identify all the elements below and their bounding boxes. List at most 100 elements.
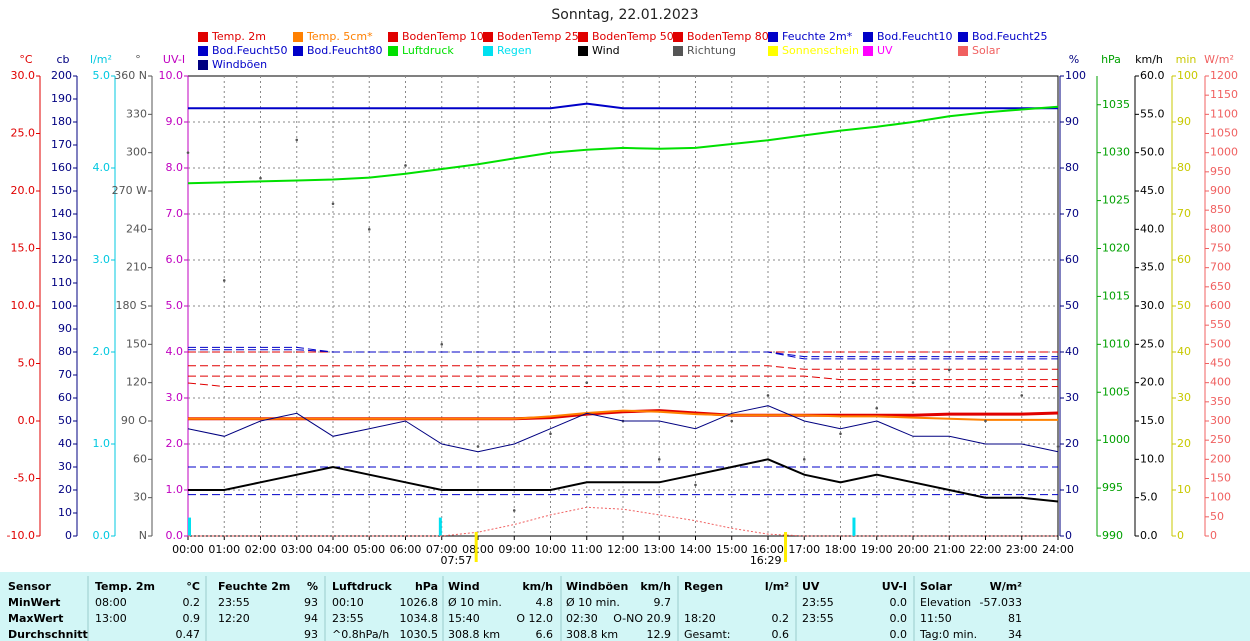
- legend-label: BodenTemp 80: [687, 30, 769, 43]
- x-tick-label: 15:00: [716, 543, 748, 556]
- y-tick-label: 180 S: [116, 299, 147, 312]
- table-header: Windböen: [566, 580, 628, 593]
- table-header: Sensor: [8, 580, 51, 593]
- y-tick-label: 55.0: [1140, 107, 1165, 120]
- y-tick-label: 2.0: [166, 437, 184, 450]
- series-line: [187, 405, 1059, 453]
- table-cell: 00:10: [332, 596, 364, 609]
- y-tick-label: 150: [51, 184, 72, 197]
- y-tick-label: 950: [1210, 165, 1231, 178]
- table-cell: 94: [304, 612, 318, 625]
- legend-label: Temp. 5cm*: [306, 30, 373, 43]
- direction-dot: [222, 279, 226, 282]
- y-tick-label: 170: [51, 138, 72, 151]
- table-cell: 0.47: [176, 628, 201, 641]
- table-header: UV-I: [882, 580, 907, 593]
- x-tick-label: 00:00: [172, 543, 204, 556]
- x-tick-label: 16:00: [752, 543, 784, 556]
- direction-dot: [440, 343, 444, 346]
- y-tick-label: 995: [1102, 481, 1123, 494]
- y-tick-label: 60.0: [1140, 69, 1165, 82]
- y-tick-label: 100: [1210, 491, 1231, 504]
- table-header: %: [307, 580, 318, 593]
- table-cell: 08:00: [95, 596, 127, 609]
- table-header: km/h: [522, 580, 553, 593]
- legend-swatch: [198, 32, 208, 42]
- y-tick-label: 350: [1210, 395, 1231, 408]
- legend-swatch: [863, 32, 873, 42]
- y-tick-label: 120: [51, 253, 72, 266]
- y-tick-label: 850: [1210, 203, 1231, 216]
- chart-title: Sonntag, 22.01.2023: [551, 7, 698, 23]
- legend-label: BodenTemp 10: [402, 30, 484, 43]
- axis-unit: W/m²: [1204, 53, 1234, 66]
- y-tick-label: 1000: [1102, 433, 1130, 446]
- table-header: W/m²: [990, 580, 1023, 593]
- y-tick-label: 20: [1065, 437, 1079, 450]
- table-cell: 02:30: [566, 612, 598, 625]
- sun-time: 07:57: [440, 554, 472, 567]
- direction-dot: [984, 419, 987, 423]
- legend-label: Bod.Feucht10: [877, 30, 953, 43]
- y-tick-label: -5.0: [14, 472, 35, 485]
- y-tick-label: 0.0: [18, 414, 36, 427]
- table-cell: 23:55: [332, 612, 364, 625]
- y-tick-label: 40: [58, 437, 72, 450]
- y-tick-label: 1100: [1210, 107, 1238, 120]
- legend-swatch: [388, 32, 398, 42]
- y-tick-label: 1.0: [166, 483, 184, 496]
- legend-swatch: [483, 46, 493, 56]
- y-tick-label: 0.0: [93, 529, 111, 542]
- table-header: Regen: [684, 580, 723, 593]
- y-tick-label: 30.0: [11, 69, 36, 82]
- y-tick-label: 7.0: [166, 207, 184, 220]
- y-tick-label: 80: [58, 345, 72, 358]
- table-cell: 11:50: [920, 612, 952, 625]
- y-tick-label: 25.0: [1140, 337, 1165, 350]
- y-tick-label: 400: [1210, 376, 1231, 389]
- y-tick-label: 100: [1177, 69, 1198, 82]
- table-header: Luftdruck: [332, 580, 393, 593]
- y-tick-label: 10.0: [1140, 452, 1165, 465]
- x-tick-label: 09:00: [498, 543, 530, 556]
- table-header: hPa: [415, 580, 438, 593]
- y-tick-label: 1015: [1102, 289, 1130, 302]
- rain-bar: [188, 517, 191, 536]
- y-tick-label: 450: [1210, 357, 1231, 370]
- table-cell: 23:55: [218, 596, 250, 609]
- y-tick-label: 180: [51, 115, 72, 128]
- axis-unit: %: [1069, 53, 1079, 66]
- table-cell: 13:00: [95, 612, 127, 625]
- direction-dot: [875, 406, 879, 410]
- y-tick-label: 5.0: [166, 299, 184, 312]
- legend-label: Richtung: [687, 44, 736, 57]
- y-tick-label: 120: [126, 376, 147, 389]
- y-tick-label: 15.0: [11, 242, 36, 255]
- table-cell: 308.8 km: [566, 628, 618, 641]
- y-tick-label: 70: [58, 368, 72, 381]
- y-tick-label: 1030: [1102, 146, 1130, 159]
- table-cell: ^0.8hPa/h: [332, 628, 389, 641]
- y-tick-label: 300: [1210, 414, 1231, 427]
- direction-dot: [186, 151, 190, 154]
- y-tick-label: 60: [133, 452, 147, 465]
- legend-swatch: [958, 46, 968, 56]
- table-background: [0, 572, 1250, 641]
- x-tick-label: 01:00: [208, 543, 240, 556]
- table-cell: 0.0: [890, 628, 908, 641]
- x-tick-label: 21:00: [933, 543, 965, 556]
- table-cell: 0.2: [183, 596, 201, 609]
- legend-swatch: [768, 46, 778, 56]
- table-cell: 0.0: [890, 596, 908, 609]
- x-tick-label: 20:00: [897, 543, 929, 556]
- y-tick-label: 0: [1177, 529, 1184, 542]
- y-tick-label: 20.0: [1140, 376, 1165, 389]
- y-tick-label: 30: [58, 460, 72, 473]
- x-tick-label: 14:00: [680, 543, 712, 556]
- x-tick-label: 19:00: [861, 543, 893, 556]
- table-cell: Ø 10 min.: [566, 596, 620, 609]
- y-tick-label: 50: [1210, 510, 1224, 523]
- rain-bar: [438, 517, 442, 536]
- axis-unit: l/m²: [90, 53, 112, 66]
